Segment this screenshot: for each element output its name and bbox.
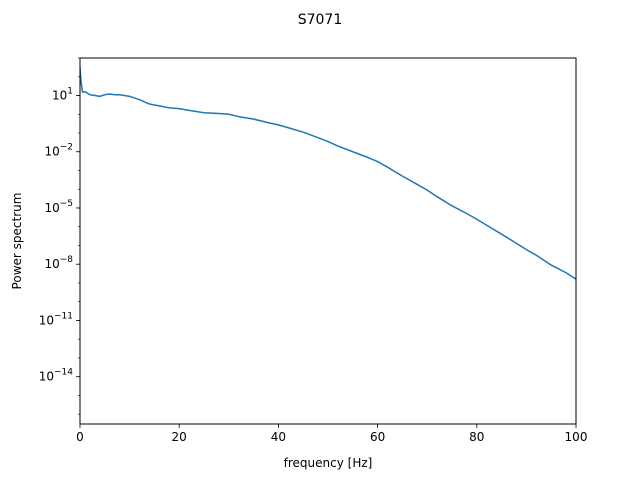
y-tick-label: 10−2	[44, 143, 73, 159]
x-axis-label: frequency [Hz]	[284, 456, 373, 470]
x-axis: 0 20 40 60 80 100	[76, 424, 587, 444]
x-tick-label: 40	[271, 430, 286, 444]
series-layer	[80, 67, 576, 280]
x-tick-label: 80	[469, 430, 484, 444]
x-tick-label: 60	[370, 430, 385, 444]
x-tick-label: 20	[172, 430, 187, 444]
y-axis: 10−14 10−11 10−8 10−5 10−2 101	[39, 57, 80, 415]
y-tick-label: 101	[52, 86, 73, 102]
y-tick-label: 10−14	[39, 368, 74, 384]
x-tick-label: 0	[76, 430, 84, 444]
chart-title: S7071	[298, 12, 343, 28]
plot-frame	[79, 57, 577, 425]
series-line-0	[80, 67, 576, 280]
y-axis-label: Power spectrum	[10, 193, 24, 290]
y-tick-label: 10−8	[44, 255, 73, 271]
y-tick-label: 10−11	[39, 311, 73, 327]
y-tick-label: 10−5	[44, 199, 73, 215]
x-tick-label: 100	[565, 430, 588, 444]
